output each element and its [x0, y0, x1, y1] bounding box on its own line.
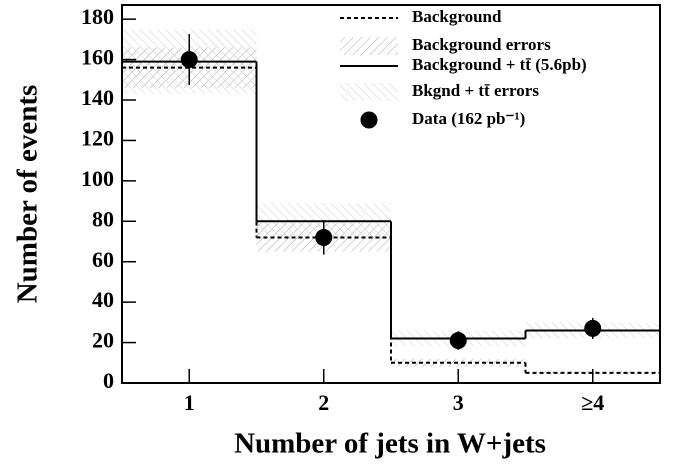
y-tick-label: 60 [92, 247, 114, 272]
data-point [180, 51, 198, 69]
legend-label: Background [412, 7, 502, 26]
error-band [391, 358, 526, 367]
plot-frame [121, 4, 661, 384]
plot-area [122, 29, 660, 375]
legend-swatch [340, 37, 398, 55]
x-tick-label: 1 [184, 390, 195, 415]
data-point [584, 319, 602, 337]
legend-label: Background + tt̄ (5.6pb) [412, 55, 587, 74]
legend-swatch [340, 83, 398, 101]
legend-swatch [360, 111, 378, 129]
legend-label: Bkgnd + tt̄ errors [412, 81, 539, 100]
y-tick-label: 0 [103, 368, 114, 393]
y-tick-label: 40 [92, 287, 114, 312]
data-point [449, 332, 467, 350]
legend-label: Data (162 pb⁻¹) [412, 109, 525, 128]
y-tick-label: 160 [81, 45, 114, 70]
x-tick-label: 3 [453, 390, 464, 415]
y-tick-label: 140 [81, 85, 114, 110]
y-tick-label: 100 [81, 166, 114, 191]
data-point [315, 228, 333, 246]
y-tick-label: 120 [81, 125, 114, 150]
y-axis-title: Number of events [12, 85, 44, 304]
y-tick-label: 20 [92, 328, 114, 353]
x-tick-label: ≥4 [581, 390, 604, 415]
x-axis-title: Number of jets in W+jets [234, 428, 546, 460]
y-tick-label: 80 [92, 206, 114, 231]
legend-label: Background errors [412, 35, 551, 54]
x-tick-label: 2 [318, 390, 329, 415]
y-tick-label: 180 [81, 4, 114, 29]
